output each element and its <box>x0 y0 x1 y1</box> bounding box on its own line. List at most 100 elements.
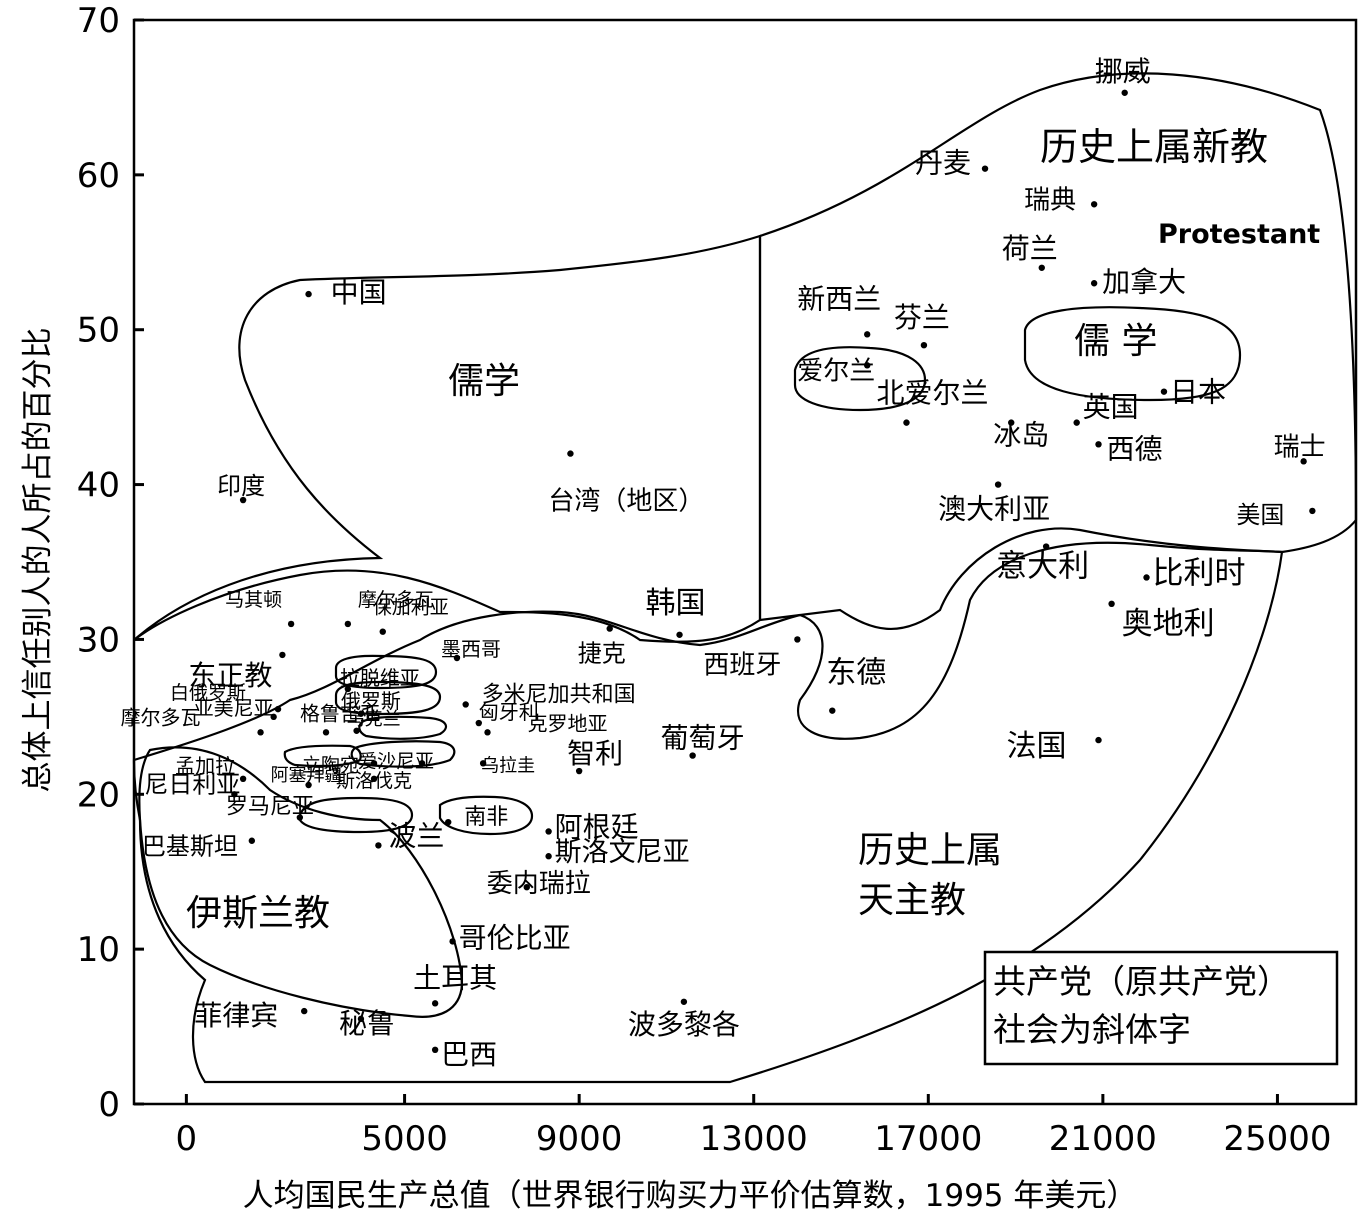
point-label: 波多黎各 <box>628 1008 740 1041</box>
region-label: 天主教 <box>858 880 966 921</box>
point-label: 立陶宛 <box>302 754 359 776</box>
data-point <box>479 760 487 767</box>
data-point <box>864 331 871 338</box>
data-point <box>431 1046 439 1054</box>
data-point <box>1300 458 1307 465</box>
data-point <box>920 342 928 349</box>
confucian-boundary <box>133 234 762 643</box>
legend-text: 共产党（原共产党） <box>993 962 1290 1001</box>
plot-border <box>132 18 1358 1106</box>
point-label: 孟加拉 <box>175 754 235 778</box>
data-point <box>523 884 530 891</box>
point-label: 奥地利 <box>1122 606 1215 642</box>
point-label: 瑞士 <box>1274 432 1326 462</box>
region-label: 儒 学 <box>1074 321 1157 362</box>
data-point <box>1309 507 1316 515</box>
region-label: Protestant <box>1158 219 1320 250</box>
data-point <box>239 775 247 782</box>
point-label: 捷克 <box>578 640 626 668</box>
data-point <box>1042 543 1050 550</box>
point-label: 委内瑞拉 <box>487 869 591 899</box>
x-tick-label: 0 <box>176 1119 198 1159</box>
point-label: 北爱尔兰 <box>876 377 988 410</box>
data-point <box>680 998 688 1005</box>
data-point <box>370 775 378 782</box>
point-label: 巴西 <box>441 1038 497 1071</box>
point-label: 摩尔多瓦 <box>121 705 201 729</box>
x-tick-label: 9000 <box>536 1119 623 1159</box>
data-point <box>1121 89 1128 96</box>
data-point <box>545 853 552 860</box>
region-label: 伊斯兰教 <box>186 893 330 934</box>
point-label: 美国 <box>1236 501 1284 529</box>
data-point <box>322 729 330 736</box>
legend-box: 共产党（原共产党） 社会为斜体字 <box>983 950 1339 1066</box>
point-label: 秘鲁 <box>339 1007 395 1040</box>
data-point <box>279 651 286 659</box>
point-label: 斯洛文尼亚 <box>555 837 690 868</box>
x-axis-title: 人均国民生产总值（世界银行购买力平价估算数，1995 年美元） <box>243 1178 1138 1214</box>
point-label: 芬兰 <box>894 301 950 334</box>
data-point <box>431 1000 439 1007</box>
point-label: 西班牙 <box>703 650 781 680</box>
point-label: 菲律宾 <box>194 999 278 1032</box>
data-point <box>379 628 386 635</box>
data-point <box>344 685 352 693</box>
point-label: 东正教 <box>188 659 272 692</box>
point-label: 澳大利亚 <box>938 493 1050 526</box>
region-label: 历史上属 <box>858 830 1002 871</box>
axis-ticks: 0 5000 9000 13000 17000 21000 25000 0 10 20 30 40 50… <box>77 1 1332 1159</box>
point-label: 英国 <box>1083 391 1139 424</box>
point-label: 新西兰 <box>797 282 881 315</box>
latvia-ring <box>334 654 438 690</box>
point-label: 智利 <box>567 737 623 770</box>
data-point <box>357 710 365 717</box>
y-tick-label: 10 <box>77 930 120 970</box>
data-point <box>545 828 552 835</box>
data-point <box>567 450 574 457</box>
point-label: 白俄罗斯 <box>170 682 246 704</box>
data-point <box>445 818 452 826</box>
catholic-boundary <box>132 541 1284 1084</box>
data-point <box>829 707 836 714</box>
data-point <box>257 729 264 736</box>
baltic-ring-1 <box>283 744 362 768</box>
data-point <box>1095 736 1102 744</box>
baltic-ring-2 <box>350 740 456 768</box>
region-label: 历史上属新教 <box>1040 125 1268 169</box>
legend-text: 社会为斜体字 <box>993 1010 1191 1049</box>
point-label: 法国 <box>1007 729 1067 764</box>
legend-frame <box>983 950 1339 1066</box>
data-point <box>353 727 360 734</box>
y-axis-title: 总体上信任别人的人所占的百分比 <box>20 328 56 793</box>
data-point <box>1108 600 1115 608</box>
data-point <box>274 705 282 713</box>
point-label: 俄罗斯 <box>341 689 401 713</box>
romania-ring <box>298 796 414 834</box>
point-label: 日本 <box>1170 376 1226 409</box>
southafrica-ring <box>438 795 534 836</box>
point-label: 南非 <box>464 805 508 830</box>
point-label: 挪威 <box>1095 55 1151 88</box>
y-tick-label: 0 <box>98 1085 120 1125</box>
point-label: 克罗地亚 <box>528 711 608 735</box>
data-point <box>575 767 583 775</box>
japan-confucian-ring <box>1023 306 1242 402</box>
y-tick-label: 50 <box>77 311 120 351</box>
point-label: 乌克兰 <box>347 709 401 730</box>
point-label: 阿根廷 <box>555 810 639 843</box>
data-point <box>794 636 801 643</box>
point-label: 哥伦比亚 <box>459 921 571 954</box>
data-point <box>287 620 295 628</box>
ukraine-ring <box>358 715 448 740</box>
data-point <box>344 620 352 628</box>
x-tick-label: 13000 <box>700 1119 808 1159</box>
x-tick-label: 25000 <box>1223 1119 1331 1159</box>
region-boundaries <box>132 72 1358 1084</box>
ireland-ring <box>793 346 927 412</box>
y-tick-label: 30 <box>77 620 120 660</box>
plot-frame <box>132 18 1358 1106</box>
point-label: 意大利 <box>996 549 1089 585</box>
